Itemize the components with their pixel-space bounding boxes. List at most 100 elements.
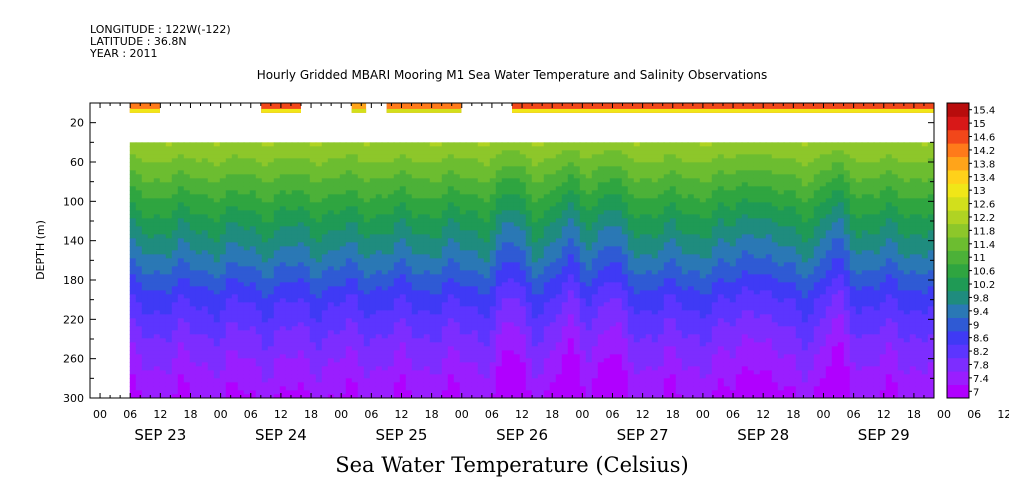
heatmap-cell <box>303 142 311 147</box>
heatmap-cell <box>531 358 539 363</box>
heatmap-cell <box>567 394 575 399</box>
heatmap-cell <box>255 146 263 151</box>
heatmap-cell <box>513 274 521 279</box>
heatmap-cell <box>231 218 239 223</box>
heatmap-cell <box>213 318 221 323</box>
heatmap-cell <box>489 270 497 275</box>
heatmap-cell <box>315 146 323 151</box>
heatmap-cell <box>423 350 431 355</box>
heatmap-cell <box>171 194 179 199</box>
heatmap-cell <box>387 386 395 391</box>
heatmap-cell <box>345 218 353 223</box>
heatmap-cell <box>471 186 479 191</box>
heatmap-cell <box>585 214 593 219</box>
heatmap-cell <box>585 282 593 287</box>
heatmap-cell <box>159 258 167 263</box>
heatmap-cell <box>177 354 185 359</box>
heatmap-cell <box>327 186 335 191</box>
heatmap-cell <box>435 186 443 191</box>
heatmap-cell <box>141 390 149 395</box>
heatmap-cell <box>519 322 527 327</box>
heatmap-cell <box>471 278 479 283</box>
heatmap-cell <box>243 246 251 251</box>
heatmap-cell <box>381 394 389 399</box>
heatmap-cell <box>507 290 515 295</box>
heatmap-cell <box>171 338 179 343</box>
heatmap-cell <box>393 282 401 287</box>
heatmap-cell <box>183 354 191 359</box>
heatmap-cell <box>369 174 377 179</box>
heatmap-cell <box>483 322 491 327</box>
heatmap-cell <box>231 194 239 199</box>
heatmap-cell <box>471 274 479 279</box>
heatmap-cell <box>579 186 587 191</box>
heatmap-cell <box>147 394 155 399</box>
heatmap-cell <box>501 182 509 187</box>
heatmap-cell <box>423 386 431 391</box>
heatmap-cell <box>399 182 407 187</box>
heatmap-cell <box>375 294 383 299</box>
heatmap-cell <box>561 250 569 255</box>
heatmap-cell <box>507 270 515 275</box>
heatmap-cell <box>363 282 371 287</box>
heatmap-cell <box>219 298 227 303</box>
heatmap-cell <box>339 202 347 207</box>
heatmap-cell <box>483 206 491 211</box>
heatmap-cell <box>297 206 305 211</box>
heatmap-cell <box>429 382 437 387</box>
heatmap-cell <box>411 330 419 335</box>
heatmap-cell <box>441 294 449 299</box>
heatmap-cell <box>291 302 299 307</box>
heatmap-cell <box>267 386 275 391</box>
heatmap-cell <box>309 178 317 183</box>
heatmap-cell <box>585 190 593 195</box>
heatmap-cell <box>291 294 299 299</box>
heatmap-cell <box>171 382 179 387</box>
heatmap-cell <box>375 394 383 399</box>
heatmap-cell <box>339 174 347 179</box>
heatmap-cell <box>513 270 521 275</box>
heatmap-cell <box>483 234 491 239</box>
heatmap-cell <box>309 166 317 171</box>
heatmap-cell <box>537 290 545 295</box>
heatmap-cell <box>441 290 449 295</box>
heatmap-cell <box>375 182 383 187</box>
heatmap-cell <box>291 290 299 295</box>
heatmap-cell <box>339 374 347 379</box>
heatmap-cell <box>219 334 227 339</box>
heatmap-cell <box>135 346 143 351</box>
heatmap-cell <box>375 150 383 155</box>
heatmap-cell <box>537 234 545 239</box>
heatmap-cell <box>195 218 203 223</box>
heatmap-cell <box>195 330 203 335</box>
heatmap-cell <box>147 262 155 267</box>
heatmap-cell <box>225 374 233 379</box>
heatmap-cell <box>525 146 533 151</box>
heatmap-cell <box>591 202 599 207</box>
heatmap-cell <box>537 346 545 351</box>
heatmap-cell <box>579 294 587 299</box>
heatmap-cell <box>543 234 551 239</box>
heatmap-cell <box>591 250 599 255</box>
heatmap-cell <box>471 286 479 291</box>
heatmap-cell <box>273 282 281 287</box>
heatmap-cell <box>477 142 485 147</box>
heatmap-cell <box>453 182 461 187</box>
heatmap-cell <box>519 314 527 319</box>
heatmap-cell <box>327 350 335 355</box>
heatmap-cell <box>249 326 257 331</box>
heatmap-cell <box>351 162 359 167</box>
heatmap-cell <box>423 218 431 223</box>
heatmap-cell <box>273 306 281 311</box>
heatmap-cell <box>549 174 557 179</box>
heatmap-cell <box>351 218 359 223</box>
heatmap-cell <box>543 310 551 315</box>
heatmap-cell <box>591 154 599 159</box>
heatmap-cell <box>543 230 551 235</box>
heatmap-cell <box>549 290 557 295</box>
heatmap-cell <box>135 170 143 175</box>
heatmap-cell <box>513 262 521 267</box>
heatmap-cell <box>477 270 485 275</box>
heatmap-cell <box>201 310 209 315</box>
heatmap-cell <box>177 258 185 263</box>
